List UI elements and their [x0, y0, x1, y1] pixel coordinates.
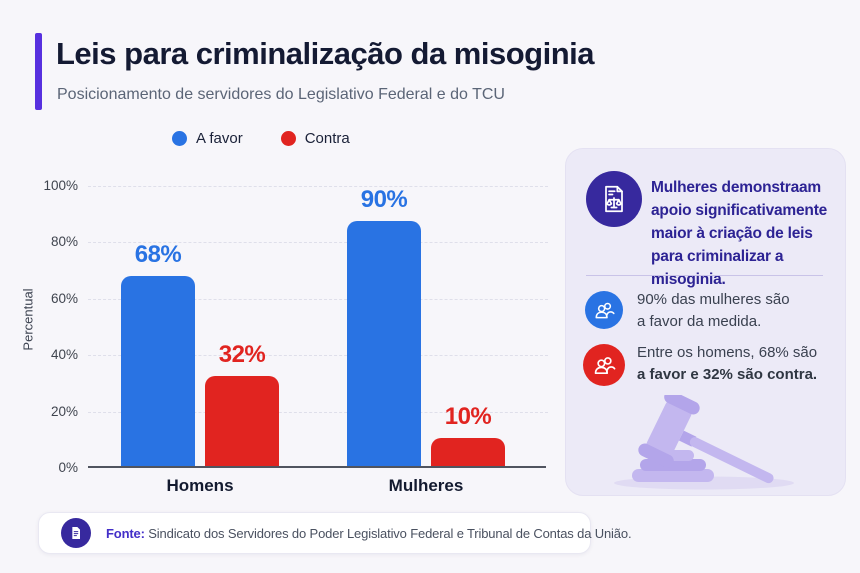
bar-value-label: 10%	[444, 403, 492, 430]
y-tick-40: 40%	[50, 347, 78, 363]
document-scales-icon	[586, 171, 642, 227]
insight-text: Mulheres demonstraam apoio significativa…	[651, 179, 828, 288]
bar-column-a-favor-mulheres: 90%	[347, 186, 421, 466]
bar-value-label: 68%	[134, 240, 182, 268]
bar-column-contra-mulheres: 10%	[431, 186, 505, 466]
source-body: Sindicato dos Servidores do Poder Legisl…	[144, 525, 632, 541]
source-text: Fonte: Sindicato dos Servidores do Poder…	[106, 525, 632, 541]
y-tick-0: 0%	[58, 460, 78, 475]
bar-group-homens: 68% 32%	[121, 186, 279, 466]
legend-dot-red-icon	[280, 131, 296, 146]
bar-group-mulheres: 90% 10%	[347, 186, 505, 466]
legend-label: A favor	[196, 130, 243, 147]
gridline-60	[88, 298, 548, 300]
title-accent-bar	[35, 33, 42, 110]
stat-line: a favor da medida.	[637, 313, 762, 330]
card-divider	[586, 275, 823, 276]
bar-value-label: 32%	[218, 341, 266, 369]
legend-dot-blue-icon	[172, 131, 187, 146]
bar-contra-mulheres	[431, 438, 505, 466]
category-label-mulheres: Mulheres	[388, 476, 464, 495]
gridline-80	[88, 242, 548, 244]
legend-item-contra: Contra	[280, 130, 350, 147]
stat-line: Entre os homens, 68% são	[637, 344, 818, 361]
group-icon	[585, 291, 623, 329]
source-label: Fonte:	[106, 525, 145, 541]
group-icon	[583, 344, 625, 386]
bar-column-contra-homens: 32%	[205, 186, 279, 466]
bar-column-a-favor-homens: 68%	[121, 186, 195, 466]
stat-text-mulheres: 90% das mulheres são a favor da medida.	[637, 289, 837, 333]
legend-label: Contra	[304, 130, 350, 147]
bar-value-label: 90%	[360, 186, 408, 213]
y-tick-60: 60%	[50, 290, 78, 306]
bar-contra-homens	[205, 376, 279, 466]
legend-item-a-favor: A favor	[172, 130, 243, 147]
stat-line: a favor e 32% são contra.	[637, 366, 818, 383]
y-tick-100: 100%	[43, 178, 78, 193]
chart-legend: A favor Contra	[172, 130, 350, 147]
bar-a-favor-mulheres	[347, 221, 421, 466]
page-subtitle: Posicionamento de servidores do Legislat…	[57, 86, 505, 103]
gridline-100	[88, 186, 548, 187]
insights-card: Mulheres demonstraam apoio significativa…	[565, 148, 846, 496]
gavel-illustration-icon	[594, 390, 819, 491]
document-icon	[61, 518, 91, 548]
page-title: Leis para criminalização da misoginia	[56, 36, 595, 71]
gridline-40	[88, 355, 548, 357]
stat-line: 90% das mulheres são	[637, 291, 790, 308]
source-footer: Fonte: Sindicato dos Servidores do Poder…	[38, 512, 632, 554]
category-label-homens: Homens	[166, 476, 234, 495]
y-tick-80: 80%	[50, 234, 78, 250]
bar-a-favor-homens	[121, 275, 195, 466]
gridline-20	[88, 411, 548, 413]
y-tick-20: 20%	[50, 403, 78, 419]
stat-text-homens: Entre os homens, 68% são a favor e 32% s…	[637, 342, 837, 386]
bar-chart-plot: 68% 32% 90% 10%	[88, 186, 548, 468]
